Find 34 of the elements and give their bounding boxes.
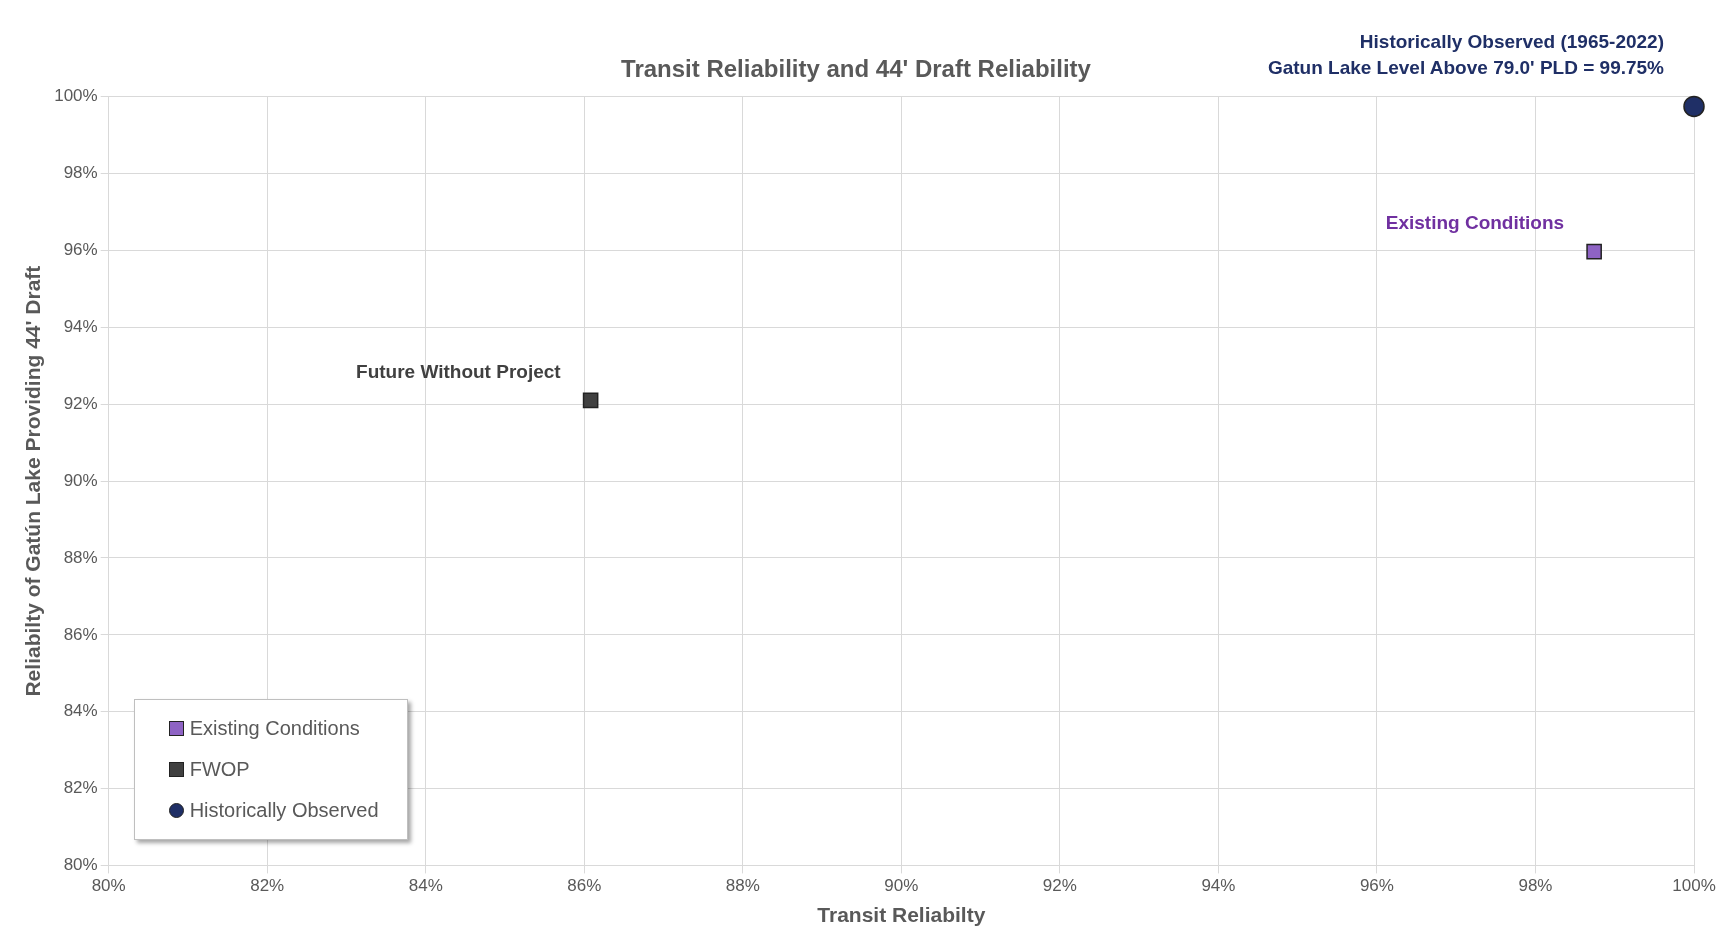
annotation: Existing Conditions bbox=[1385, 211, 1565, 233]
y-tick-label: 82% bbox=[63, 778, 98, 798]
point bbox=[1683, 95, 1705, 118]
y-tick-label: 86% bbox=[63, 624, 98, 644]
annotation: Historically Observed (1965-2022) Gatun Lake Level Above 79.0' PLD = 99.75% bbox=[1267, 30, 1665, 78]
point bbox=[1586, 243, 1602, 260]
legend-label: FWOP bbox=[189, 758, 250, 782]
x-tick-label: 96% bbox=[1359, 876, 1394, 896]
x-tick-label: 80% bbox=[91, 876, 126, 896]
x-tick-label: 90% bbox=[884, 876, 919, 896]
chart-title: Transit Reliability and 44' Draft Reliability bbox=[621, 55, 1092, 83]
legend-label: Existing Conditions bbox=[189, 717, 360, 741]
x-tick-label: 88% bbox=[725, 876, 760, 896]
annotation: Future Without Project bbox=[356, 360, 562, 382]
y-tick-label: 92% bbox=[63, 393, 98, 413]
x-tick-label: 98% bbox=[1518, 876, 1553, 896]
x-tick-label: 100% bbox=[1672, 876, 1716, 896]
y-tick-label: 84% bbox=[63, 701, 98, 721]
x-tick-label: 92% bbox=[1042, 876, 1077, 896]
y-tick-label: 94% bbox=[63, 317, 98, 337]
x-tick-label: 94% bbox=[1201, 876, 1236, 896]
y-tick-label: 88% bbox=[63, 547, 98, 567]
y-tick-label: 90% bbox=[63, 470, 98, 490]
y-tick-label: 96% bbox=[63, 240, 98, 260]
y-tick-label: 80% bbox=[63, 855, 98, 875]
point bbox=[582, 392, 599, 409]
x-axis-title: Transit Reliabilty bbox=[817, 903, 986, 927]
y-tick-label: 100% bbox=[54, 86, 98, 106]
legend-label: Historically Observed bbox=[189, 799, 379, 823]
x-tick-label: 84% bbox=[408, 876, 443, 896]
y-tick-label: 98% bbox=[63, 163, 98, 183]
x-tick-label: 86% bbox=[567, 876, 602, 896]
x-tick-label: 82% bbox=[250, 876, 285, 896]
y-axis-title: Reliabilty of Gatún Lake Providing 44' Draft bbox=[21, 265, 45, 697]
